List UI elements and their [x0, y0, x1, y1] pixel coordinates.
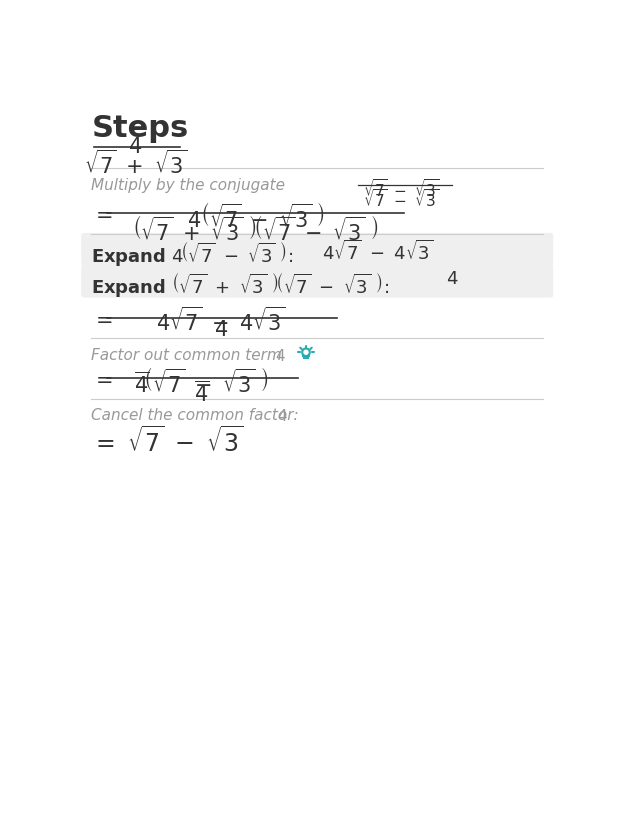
Text: $\sqrt{7}\ +\ \sqrt{3}$: $\sqrt{7}\ +\ \sqrt{3}$: [84, 150, 187, 178]
Text: Multiply by the conjugate: Multiply by the conjugate: [92, 178, 285, 192]
Text: $=\ \sqrt{7}\ -\ \sqrt{3}$: $=\ \sqrt{7}\ -\ \sqrt{3}$: [92, 426, 244, 456]
Text: $4\left(\sqrt{7}\ -\ \sqrt{3}\ \right)$: $4\left(\sqrt{7}\ -\ \sqrt{3}\ \right)$: [187, 202, 324, 231]
Text: $=$: $=$: [92, 204, 113, 224]
Text: $=$: $=$: [92, 309, 113, 329]
Text: $4\sqrt{7}\ -\ 4\sqrt{3}$: $4\sqrt{7}\ -\ 4\sqrt{3}$: [156, 306, 285, 335]
Text: $\mathbf{Expand}\ \left(\sqrt{7}\ +\ \sqrt{3}\ \right)\!\left(\sqrt{7}\ -\ \sqrt: $\mathbf{Expand}\ \left(\sqrt{7}\ +\ \sq…: [92, 269, 390, 299]
Text: $=$: $=$: [92, 369, 113, 389]
Text: $\left(\sqrt{7}\ +\ \sqrt{3}\ \right)\!\left(\sqrt{7}\ -\ \sqrt{3}\ \right)$: $\left(\sqrt{7}\ +\ \sqrt{3}\ \right)\!\…: [132, 215, 379, 244]
FancyBboxPatch shape: [81, 265, 553, 298]
Text: $4$: $4$: [277, 407, 288, 423]
Text: $4\sqrt{7}\ -\ 4\sqrt{3}$: $4\sqrt{7}\ -\ 4\sqrt{3}$: [322, 239, 434, 263]
Text: Factor out common term: Factor out common term: [92, 347, 282, 363]
Text: $4$: $4$: [275, 347, 286, 364]
Text: $\sqrt{7}\ -\ \sqrt{3}$: $\sqrt{7}\ -\ \sqrt{3}$: [363, 178, 439, 200]
Text: $\overline{4}\!\left(\sqrt{7}\ -\ \sqrt{3}\ \right)$: $\overline{4}\!\left(\sqrt{7}\ -\ \sqrt{…: [134, 367, 269, 396]
Text: $4$: $4$: [214, 319, 228, 340]
Text: Cancel the common factor:: Cancel the common factor:: [92, 407, 299, 423]
FancyBboxPatch shape: [81, 233, 553, 265]
Text: $\sqrt{7}\ -\ \sqrt{3}$: $\sqrt{7}\ -\ \sqrt{3}$: [363, 188, 439, 210]
Text: $\mathbf{Expand}\ 4\!\left(\sqrt{7}\ -\ \sqrt{3}\ \right)\!:$: $\mathbf{Expand}\ 4\!\left(\sqrt{7}\ -\ …: [92, 239, 294, 268]
Text: $4$: $4$: [128, 137, 142, 156]
Text: Steps: Steps: [92, 114, 189, 143]
Text: $\overline{4}$: $\overline{4}$: [194, 380, 209, 405]
Text: $4$: $4$: [446, 269, 458, 287]
